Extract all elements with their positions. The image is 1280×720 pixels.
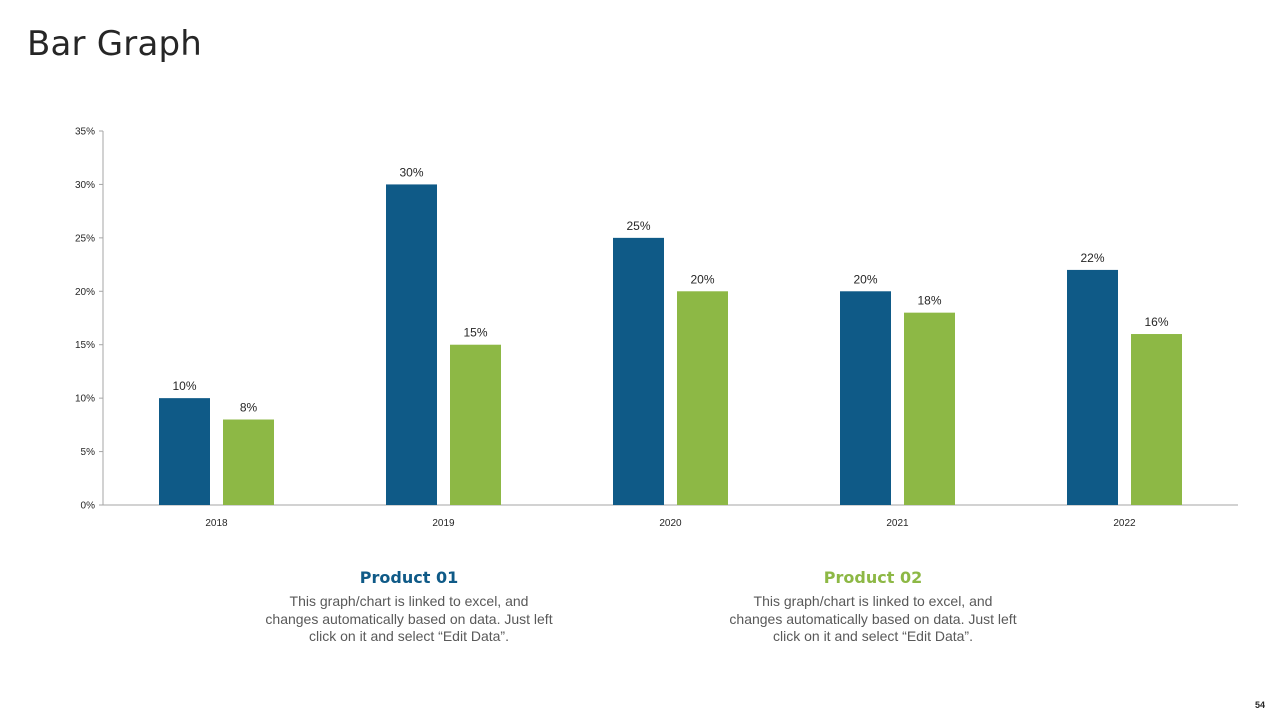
bar-product-02-2022	[1131, 334, 1182, 505]
data-label: 15%	[463, 326, 487, 340]
x-tick-label: 2020	[659, 518, 682, 529]
bar-product-01-2022	[1067, 269, 1118, 505]
data-label: 22%	[1080, 251, 1104, 265]
data-label: 16%	[1144, 315, 1168, 329]
bar-chart: 0% 5% 10% 15% 20% 25% 30% 35% 10% 8% 30% 15% 25% 20%…	[75, 127, 1238, 529]
bar-product-01-2021	[840, 291, 891, 505]
legend-product-01-description: This graph/chart is linked to excel, and…	[265, 593, 553, 644]
data-label: 30%	[399, 165, 423, 179]
legend-product-02-title: Product 02	[823, 568, 923, 587]
y-tick-label: 5%	[81, 447, 96, 458]
data-label: 20%	[690, 272, 714, 286]
x-axis-tick-labels: 2018 2019 2020 2021 2022	[205, 518, 1136, 529]
legend-product-02: Product 02 This graph/chart is linked to…	[723, 568, 1023, 646]
y-axis-tick-labels: 0% 5% 10% 15% 20% 25% 30% 35%	[75, 127, 103, 512]
data-label: 25%	[626, 219, 650, 233]
chart-bars	[159, 184, 1182, 505]
page-number: 54	[1254, 700, 1265, 710]
slide-title: Bar Graph	[27, 24, 203, 64]
x-tick-label: 2021	[886, 518, 909, 529]
y-tick-label: 25%	[75, 233, 95, 244]
chart-axes	[102, 131, 1238, 506]
legend-product-02-description: This graph/chart is linked to excel, and…	[729, 593, 1017, 644]
bar-product-02-2021	[904, 312, 955, 505]
bar-product-02-2019	[450, 344, 501, 505]
bar-product-01-2019	[386, 184, 437, 505]
y-tick-label: 30%	[75, 180, 95, 191]
bar-product-01-2018	[159, 398, 210, 505]
y-tick-label: 0%	[81, 501, 96, 512]
x-tick-label: 2022	[1113, 518, 1136, 529]
y-tick-label: 35%	[75, 127, 95, 138]
bar-product-02-2020	[677, 291, 728, 505]
chart-data-labels: 10% 8% 30% 15% 25% 20% 20% 18% 22% 16%	[172, 165, 1168, 414]
y-tick-label: 10%	[75, 394, 95, 405]
data-label: 18%	[917, 294, 941, 308]
data-label: 8%	[240, 401, 258, 415]
data-label: 20%	[853, 272, 877, 286]
bar-product-01-2020	[613, 237, 664, 505]
y-tick-label: 20%	[75, 287, 95, 298]
legend-product-01: Product 01 This graph/chart is linked to…	[259, 568, 559, 646]
legend-product-01-title: Product 01	[359, 568, 459, 587]
data-label: 10%	[172, 379, 196, 393]
bar-product-02-2018	[223, 419, 274, 505]
y-tick-label: 15%	[75, 340, 95, 351]
x-tick-label: 2018	[205, 518, 228, 529]
x-tick-label: 2019	[432, 518, 455, 529]
